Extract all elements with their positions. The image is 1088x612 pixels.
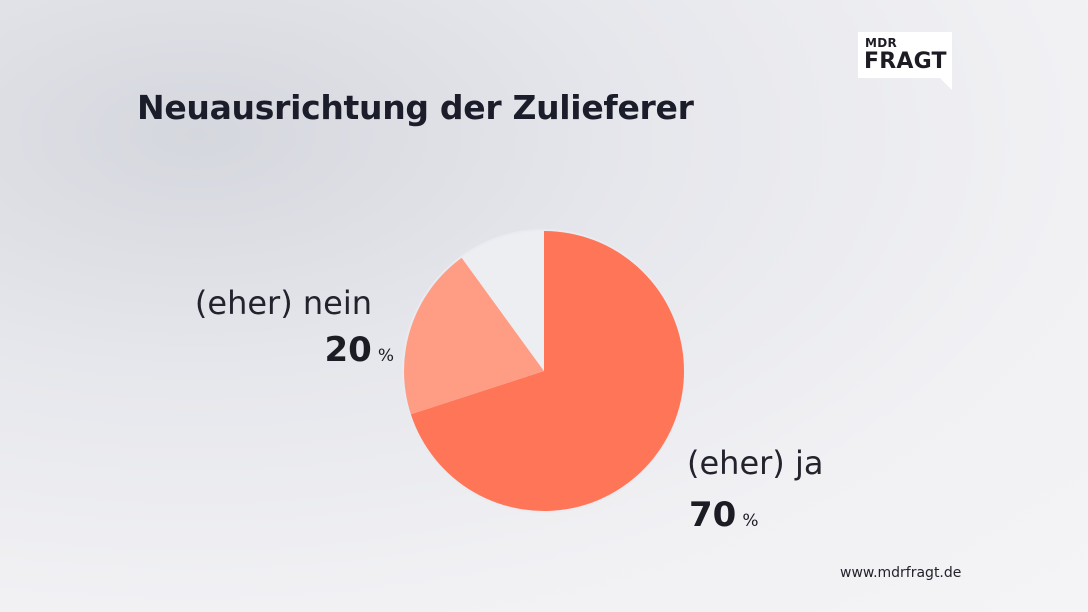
chart-title: Neuausrichtung der Zulieferer [137, 88, 694, 127]
slice-value-ja: 70 [689, 495, 736, 535]
pie-slice-remainder [461, 231, 544, 371]
logo-fragt-text: FRAGT [864, 49, 947, 74]
slice-unit-nein: % [378, 346, 394, 366]
pie-slice-nein [403, 257, 544, 415]
website-url: www.mdrfragt.de [840, 565, 962, 581]
slice-unit-ja: % [742, 511, 758, 531]
slice-value-nein: 20 [325, 330, 372, 370]
slice-label-nein: (eher) nein [195, 284, 372, 322]
pie-slice-ja [410, 231, 684, 512]
slice-value-nein-group: 20% [325, 330, 394, 370]
mdr-fragt-logo: MDR FRAGT [858, 32, 952, 90]
slice-label-ja: (eher) ja [687, 444, 823, 482]
logo-mdr-text: MDR [865, 36, 898, 50]
pie-slices [403, 231, 684, 512]
slice-value-ja-group: 70% [689, 495, 758, 535]
